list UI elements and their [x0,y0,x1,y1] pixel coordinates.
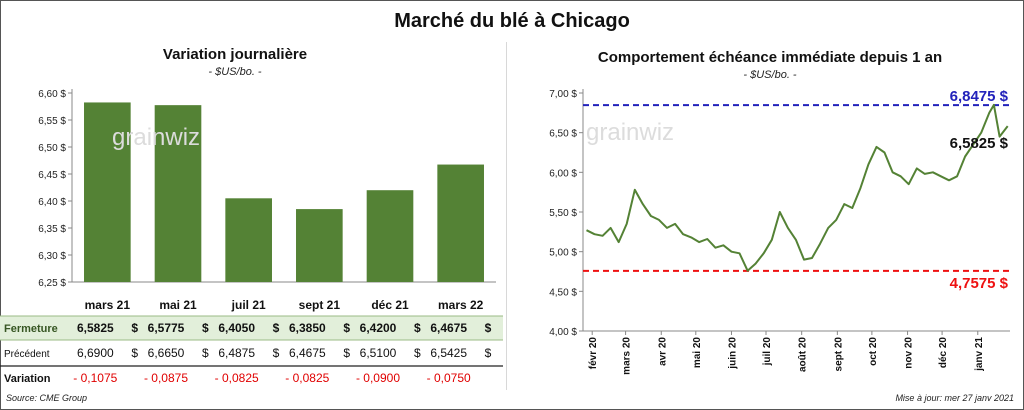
line-x-tick-label: mars 20 [622,337,633,375]
right-chart-unit: - $US/bo. - [743,69,797,81]
line-y-tick-label: 5,50 $ [549,208,577,219]
bar-1 [84,102,131,282]
table-cell-unit: $ [485,346,492,360]
table-cell: 6,6900 [77,346,114,360]
panel-divider [506,42,507,390]
line-x-tick-label: juin 20 [727,337,738,370]
table-cell: - 0,0900 [356,371,400,385]
price-series-line [586,103,1009,272]
table-cell: 6,4675 [289,346,326,360]
bar-y-tick-label: 6,60 $ [38,89,66,100]
table-row-label: Précédent [4,349,50,360]
table-cell: 6,3850 [289,321,326,335]
main-title: Marché du blé à Chicago [394,10,630,32]
bar-category-label: mars 21 [85,298,131,312]
table-cell: 6,4050 [218,321,255,335]
table-cell-unit: $ [131,321,138,335]
table-row-label: Variation [4,373,51,385]
line-y-tick-label: 6,00 $ [549,168,577,179]
table-cell: - 0,0825 [285,371,329,385]
table-cell: - 0,0875 [144,371,188,385]
low-reference-label: 4,7575 $ [950,275,1009,292]
table-cell-unit: $ [343,321,350,335]
bar-y-tick-label: 6,25 $ [38,278,66,289]
table-row-label: Fermeture [4,323,58,335]
table-cell-unit: $ [343,346,350,360]
line-y-tick-label: 4,00 $ [549,327,577,338]
line-x-tick-label: avr 20 [657,337,668,366]
line-x-tick-label: sept 20 [833,337,844,372]
line-x-tick-label: mai 20 [692,337,703,369]
line-x-tick-label: août 20 [798,337,809,372]
line-x-tick-label: févr 20 [588,337,599,370]
table-cell: 6,4675 [430,321,467,335]
bar-y-tick-label: 6,45 $ [38,170,66,181]
bar-category-label: déc 21 [371,298,409,312]
table-cell: 6,5425 [430,346,467,360]
grainwiz-watermark-right: grainwiz [586,119,674,146]
bar-y-tick-label: 6,50 $ [38,143,66,154]
bar-y-tick-label: 6,40 $ [38,197,66,208]
table-cell: 6,5825 [77,321,114,335]
table-cell: - 0,0750 [427,371,471,385]
bar-y-tick-label: 6,30 $ [38,251,66,262]
bar-4 [296,209,343,282]
table-cell: 6,5100 [360,346,397,360]
bar-category-label: sept 21 [299,298,341,312]
table-cell: 6,5775 [148,321,185,335]
left-chart-unit: - $US/bo. - [208,66,262,78]
grainwiz-watermark-left: grainwiz [112,124,200,151]
line-y-tick-label: 4,50 $ [549,287,577,298]
line-y-tick-label: 7,00 $ [549,89,577,100]
bar-6 [437,164,484,282]
line-x-tick-label: juil 20 [762,337,773,367]
table-cell: 6,4875 [218,346,255,360]
table-cell-unit: $ [414,321,421,335]
bar-3 [225,198,272,282]
line-x-tick-label: nov 20 [904,337,915,369]
left-chart-title: Variation journalière [162,46,308,63]
bar-category-label: juil 21 [231,298,266,312]
bar-category-label: mai 21 [159,298,197,312]
table-cell-unit: $ [131,346,138,360]
table-cell-unit: $ [485,321,492,335]
last-value-label: 6,5825 $ [950,135,1009,152]
right-chart-title: Comportement échéance immédiate depuis 1… [597,49,943,66]
bar-y-tick-label: 6,35 $ [38,224,66,235]
fermeture-row-bg [0,316,503,340]
bar-2 [154,105,202,283]
table-cell-unit: $ [414,346,421,360]
table-cell: - 0,1075 [73,371,117,385]
bar-y-tick-label: 6,55 $ [38,116,66,127]
line-x-tick-label: oct 20 [868,337,879,366]
bar-category-label: mars 22 [438,298,484,312]
table-cell: 6,6650 [148,346,185,360]
update-note: Mise à jour: mer 27 janv 2021 [895,393,1014,403]
table-cell-unit: $ [273,346,280,360]
high-reference-label: 6,8475 $ [950,88,1009,105]
bar-5 [366,190,414,282]
table-cell: 6,4200 [360,321,397,335]
table-cell-unit: $ [202,346,209,360]
line-y-tick-label: 5,00 $ [549,248,577,259]
line-y-tick-label: 6,50 $ [549,129,577,140]
table-cell: - 0,0825 [215,371,259,385]
source-note: Source: CME Group [6,393,88,403]
table-cell-unit: $ [202,321,209,335]
line-x-tick-label: déc 20 [938,337,949,369]
table-cell-unit: $ [273,321,280,335]
line-x-tick-label: janv 21 [974,337,985,372]
